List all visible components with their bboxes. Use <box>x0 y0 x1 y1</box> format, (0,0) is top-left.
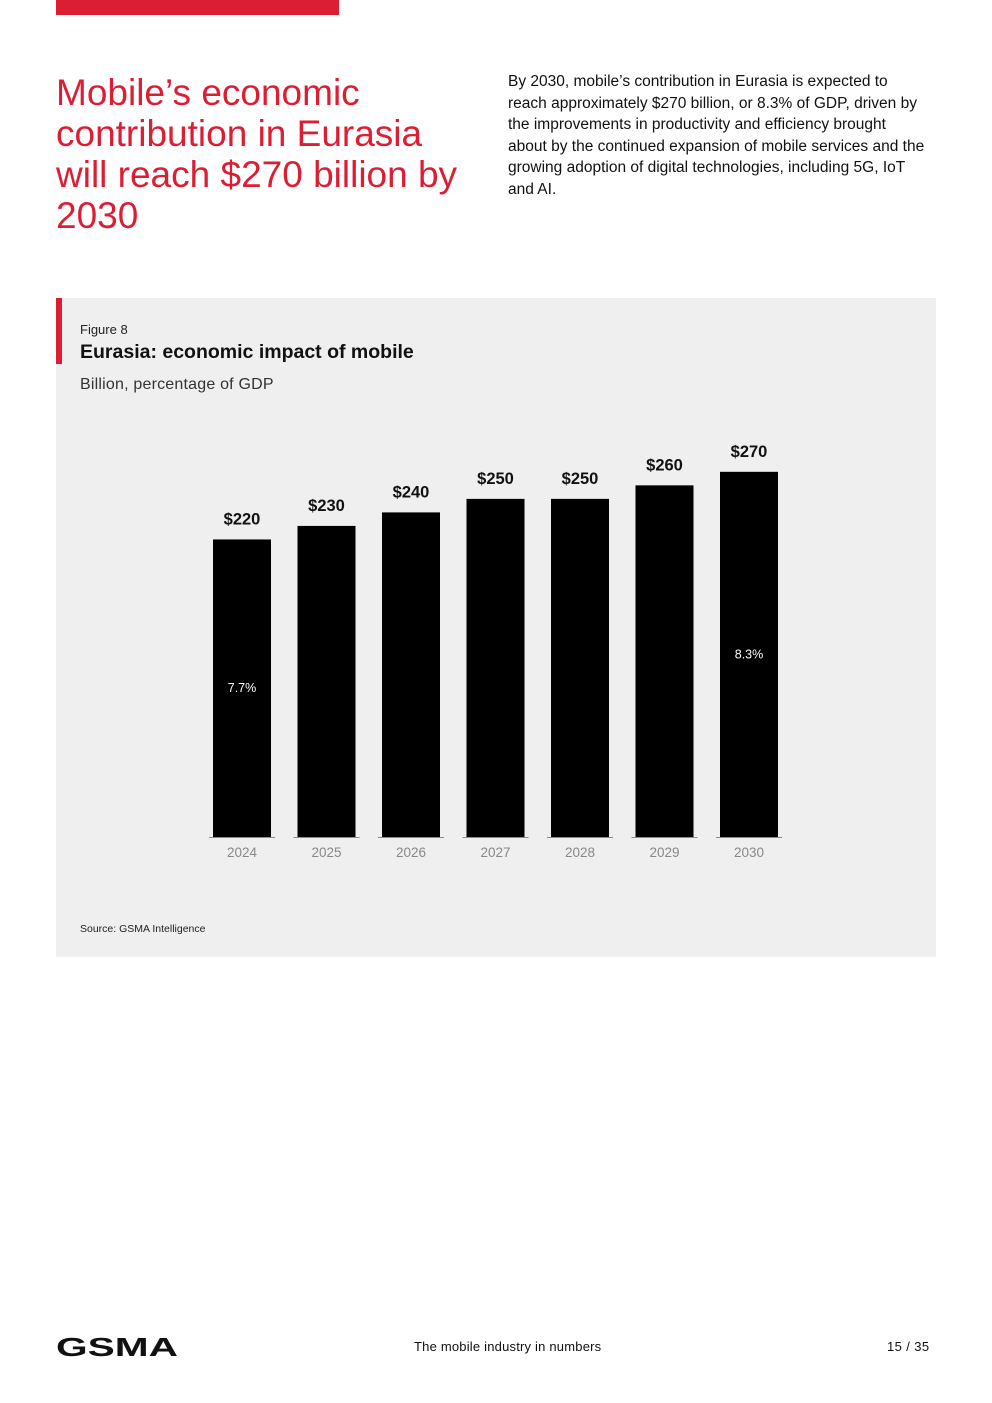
figure-panel: Figure 8 Eurasia: economic impact of mob… <box>56 298 936 957</box>
figure-title: Eurasia: economic impact of mobile <box>80 341 414 363</box>
bar-2026 <box>382 512 440 837</box>
x-tick-label-2030: 2030 <box>734 845 764 860</box>
bar-2029 <box>635 485 694 837</box>
x-tick-label-2024: 2024 <box>227 845 258 860</box>
figure-number: Figure 8 <box>80 322 128 337</box>
gsma-logo-text: GSMA <box>56 1335 178 1359</box>
value-label-2025: $230 <box>308 497 345 515</box>
x-tick-label-2027: 2027 <box>480 845 510 860</box>
bar-2030 <box>720 471 778 837</box>
footer-title: The mobile industry in numbers <box>414 1339 602 1354</box>
gdp-share-label-2030: 8.3% <box>735 647 764 661</box>
bar-chart: $220 7.7% 2024 $230 2025 $240 2026 $250 2027 $250… <box>209 443 782 860</box>
value-label-2029: $260 <box>646 456 683 474</box>
figure-subtitle: Billion, percentage of GDP <box>80 376 274 393</box>
figure-accent-bar <box>56 298 62 364</box>
gsma-logo: GSMA <box>56 1335 178 1359</box>
value-label-2024: $220 <box>224 510 261 528</box>
value-label-2027: $250 <box>477 470 514 488</box>
page-number: 15 / 35 <box>887 1339 930 1354</box>
intro-paragraph: By 2030, mobile’s contribution in Eurasi… <box>508 73 925 198</box>
bar-2027 <box>466 498 525 837</box>
x-tick-label-2028: 2028 <box>565 845 595 860</box>
bar-2028 <box>551 498 609 837</box>
bar-2024 <box>213 539 271 837</box>
top-accent-bar <box>56 0 339 15</box>
page-headline: Mobile’s economic contribution in Eurasi… <box>56 72 458 236</box>
figure-source: Source: GSMA Intelligence <box>80 923 206 935</box>
x-tick-label-2029: 2029 <box>649 845 679 860</box>
value-label-2028: $250 <box>562 470 599 488</box>
x-tick-label-2025: 2025 <box>311 845 341 860</box>
x-tick-label-2026: 2026 <box>396 845 426 860</box>
bar-2025 <box>297 525 356 837</box>
value-label-2026: $240 <box>393 483 430 501</box>
value-label-2030: $270 <box>731 443 768 461</box>
gdp-share-label-2024: 7.7% <box>228 681 257 695</box>
